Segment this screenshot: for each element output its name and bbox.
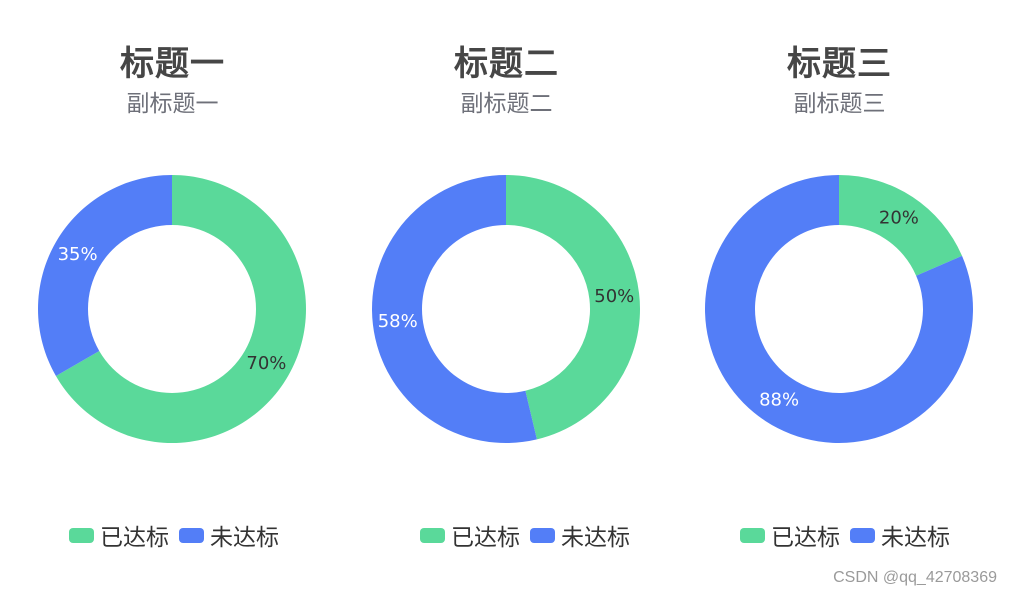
legend-item-reached[interactable]: 已达标 [740, 518, 840, 552]
chart-title: 标题一 [120, 44, 225, 84]
legend-swatch-unreached [530, 527, 555, 543]
legend-swatch-reached [69, 527, 94, 543]
legend: 已达标 未达标 [420, 519, 630, 551]
slice-unreached[interactable] [38, 175, 172, 376]
legend-item-reached[interactable]: 已达标 [69, 518, 169, 552]
legend-label-unreached: 未达标 [210, 525, 279, 551]
slice-unreached[interactable] [371, 175, 537, 443]
legend-item-reached[interactable]: 已达标 [420, 518, 520, 552]
legend-item-unreached[interactable]: 未达标 [530, 518, 630, 552]
legend: 已达标 未达标 [740, 519, 950, 551]
slice-label-reached: 20% [879, 207, 919, 228]
legend-swatch-reached [420, 527, 445, 543]
chart-title: 标题二 [454, 44, 559, 84]
watermark: CSDN @qq_42708369 [833, 569, 997, 586]
legend-item-unreached[interactable]: 未达标 [850, 518, 950, 552]
chart-subtitle: 副标题三 [793, 91, 886, 117]
slice-label-unreached: 58% [378, 311, 418, 332]
chart-subtitle: 副标题二 [460, 91, 553, 117]
slice-label-reached: 70% [246, 353, 286, 374]
chart-title: 标题三 [787, 44, 892, 84]
legend-label-unreached: 未达标 [881, 525, 950, 551]
chart-panel-3: 标题三 副标题三 20% 88% 已达标 未达标 [671, 0, 1008, 597]
legend-label-reached: 已达标 [771, 525, 840, 551]
slice-label-reached: 50% [594, 286, 634, 307]
slice-label-unreached: 35% [58, 244, 98, 265]
legend: 已达标 未达标 [69, 519, 279, 551]
legend-swatch-unreached [179, 527, 204, 543]
legend-label-unreached: 未达标 [561, 525, 630, 551]
donut-chart-2: 50% 58% [371, 175, 640, 443]
slice-label-unreached: 88% [759, 390, 799, 411]
legend-swatch-unreached [850, 527, 875, 543]
legend-label-reached: 已达标 [100, 525, 169, 551]
slice-reached[interactable] [506, 175, 640, 440]
chart-panel-2: 标题二 副标题二 50% 58% 已达标 未达标 [338, 0, 675, 597]
slice-reached[interactable] [839, 175, 963, 276]
slice-reached[interactable] [55, 175, 306, 443]
legend-label-reached: 已达标 [451, 525, 520, 551]
donut-chart-1: 70% 35% [38, 175, 306, 443]
legend-item-unreached[interactable]: 未达标 [179, 518, 279, 552]
slice-unreached[interactable] [705, 175, 973, 444]
legend-swatch-reached [740, 527, 765, 543]
chart-panel-1: 标题一 副标题一 70% 35% 已达标 未达标 [4, 0, 341, 597]
donut-chart-3: 20% 88% [705, 175, 973, 444]
chart-subtitle: 副标题一 [126, 91, 219, 117]
